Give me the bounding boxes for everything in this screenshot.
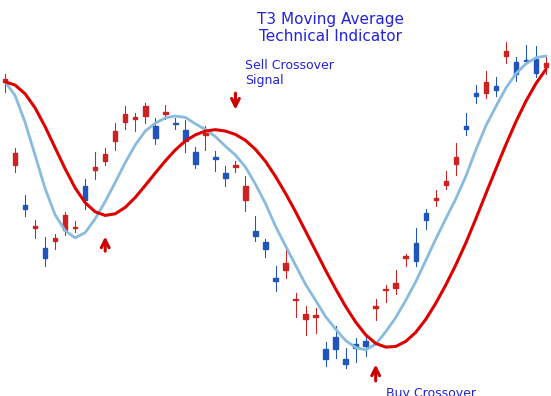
Bar — [463, 126, 468, 129]
Bar — [173, 123, 177, 124]
Bar — [504, 51, 508, 56]
Bar — [474, 93, 478, 96]
Bar — [374, 306, 378, 308]
Bar — [13, 153, 17, 165]
Bar — [253, 230, 258, 236]
Bar — [453, 157, 458, 164]
Bar — [424, 213, 428, 221]
Bar — [353, 344, 358, 348]
Bar — [303, 314, 308, 319]
Bar — [314, 315, 318, 317]
Bar — [544, 63, 548, 67]
Text: T3 Moving Average
Technical Indicator: T3 Moving Average Technical Indicator — [257, 12, 404, 44]
Bar — [103, 154, 107, 161]
Bar — [23, 205, 28, 209]
Bar — [213, 157, 218, 159]
Bar — [83, 186, 88, 200]
Bar — [233, 166, 237, 167]
Bar — [413, 243, 418, 261]
Text: Buy Crossover
Signal: Buy Crossover Signal — [386, 387, 476, 396]
Bar — [523, 60, 528, 61]
Bar — [73, 227, 77, 228]
Bar — [383, 289, 388, 290]
Bar — [153, 126, 158, 138]
Bar — [113, 131, 117, 141]
Bar — [293, 299, 298, 300]
Bar — [263, 242, 268, 249]
Bar — [393, 283, 398, 288]
Bar — [183, 130, 187, 141]
Bar — [323, 349, 328, 359]
Bar — [434, 198, 438, 200]
Bar — [223, 173, 228, 179]
Bar — [333, 337, 338, 349]
Bar — [283, 263, 288, 270]
Bar — [364, 341, 368, 346]
Bar — [163, 112, 168, 114]
Bar — [444, 181, 448, 185]
Bar — [53, 238, 57, 241]
Bar — [534, 59, 538, 73]
Bar — [123, 114, 127, 122]
Bar — [63, 215, 67, 230]
Bar — [193, 152, 198, 164]
Bar — [343, 359, 348, 364]
Bar — [403, 256, 408, 258]
Text: Sell Crossover
Signal: Sell Crossover Signal — [245, 59, 334, 87]
Bar — [243, 186, 248, 200]
Bar — [93, 167, 98, 170]
Bar — [514, 63, 518, 74]
Bar — [484, 82, 488, 93]
Bar — [143, 106, 148, 116]
Bar — [3, 79, 7, 82]
Bar — [203, 133, 208, 135]
Bar — [273, 278, 278, 281]
Bar — [133, 117, 138, 120]
Bar — [494, 86, 498, 90]
Bar — [33, 227, 37, 228]
Bar — [43, 248, 47, 258]
